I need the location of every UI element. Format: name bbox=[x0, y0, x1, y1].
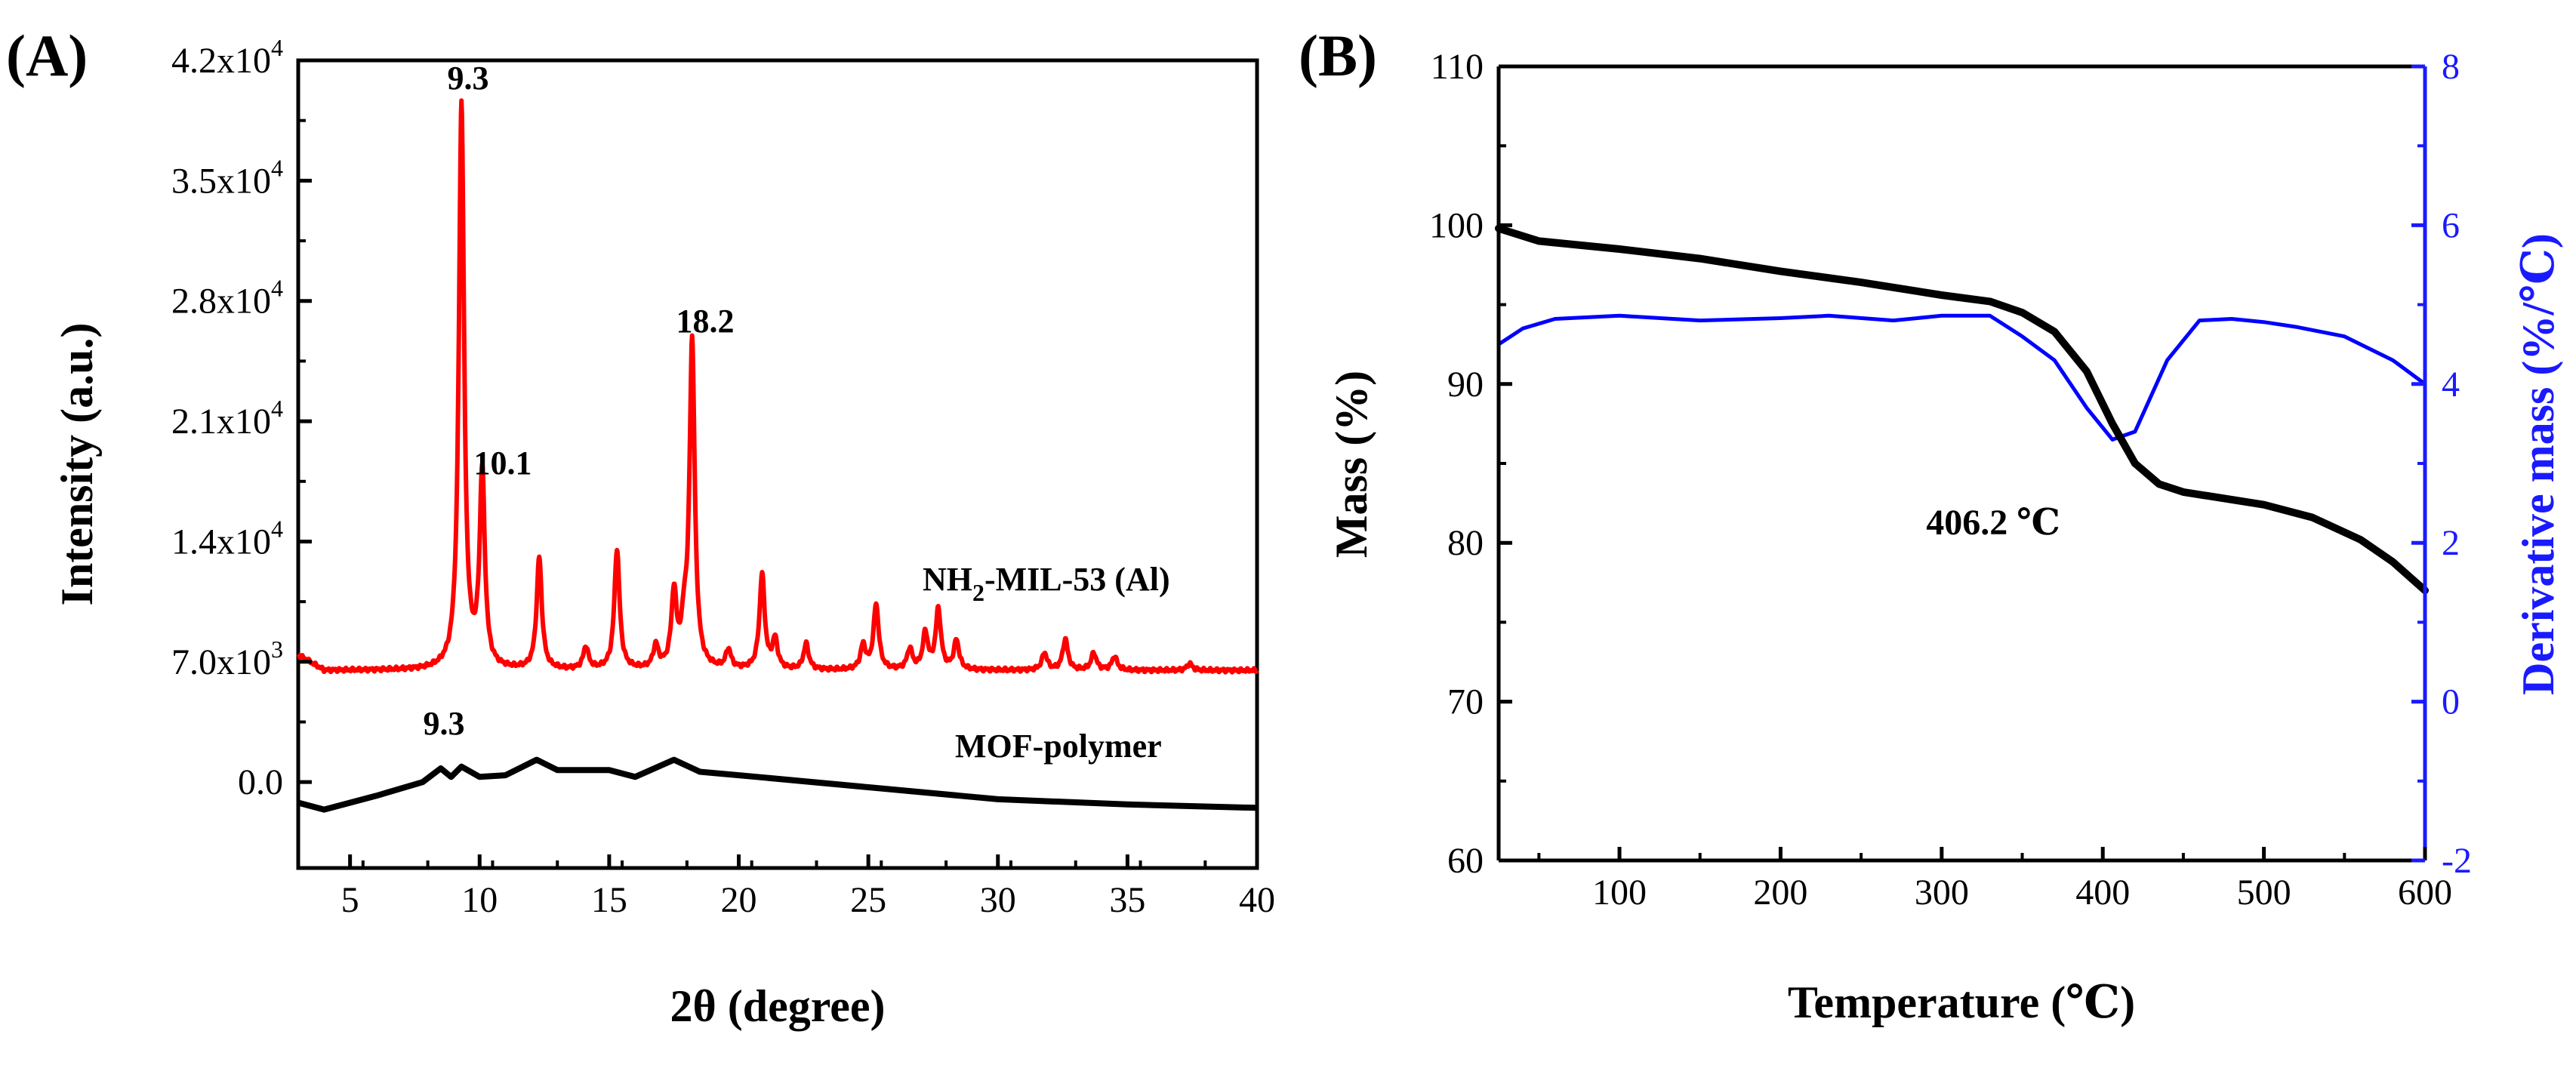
peak-label-18-2: 18.2 bbox=[676, 303, 735, 340]
series-line-nh2-mil-53 bbox=[296, 98, 1259, 675]
x-tick-label-a: 20 bbox=[721, 880, 757, 920]
x-tick-label-b: 300 bbox=[1915, 873, 1969, 913]
y-tick-label-a: 2.1x104 bbox=[171, 395, 283, 442]
y-right-tick-label-b: 0 bbox=[2442, 682, 2460, 722]
x-tick-label-a: 35 bbox=[1109, 880, 1145, 920]
y-tick-label-a: 0.0 bbox=[238, 762, 283, 802]
panel-a-frame bbox=[296, 58, 1259, 870]
y-right-axis-title-b: Derivative mass (%/℃) bbox=[2513, 233, 2563, 695]
series-line-mass bbox=[1495, 224, 2429, 595]
y-left-tick-label-b: 60 bbox=[1447, 841, 1484, 881]
series-label-nh2-sub: 2 bbox=[972, 579, 984, 606]
panel-b-label: (B) bbox=[1299, 23, 1377, 88]
y-axis-title-a: Intensity (a.u.) bbox=[52, 322, 102, 605]
y-left-tick-label-b: 100 bbox=[1429, 205, 1484, 245]
y-right-tick-label-b: 2 bbox=[2442, 523, 2460, 563]
x-tick-label-b: 200 bbox=[1753, 873, 1807, 913]
y-right-tick-label-b: 8 bbox=[2442, 47, 2460, 87]
x-tick-label-b: 500 bbox=[2237, 873, 2291, 913]
y-axis-ticks-a: 0.0 7.0x103 1.4x104 2.1x104 2.8x104 3.5x104 4.… bbox=[171, 34, 312, 802]
series-label-mof-polymer: MOF-polymer bbox=[955, 728, 1162, 765]
y-tick-label-a: 1.4x104 bbox=[171, 515, 283, 562]
peak-label-9-3: 9.3 bbox=[448, 60, 489, 97]
y-tick-label-a: 3.5x104 bbox=[171, 154, 283, 201]
peak-label-9-3-polymer: 9.3 bbox=[424, 705, 465, 742]
series-label-nh2-main: NH bbox=[923, 561, 972, 598]
y-right-axis-ticks-b: -2 0 2 4 6 8 bbox=[2411, 47, 2472, 881]
x-tick-label-b: 600 bbox=[2398, 873, 2452, 913]
y-tick-label-a: 4.2x104 bbox=[171, 34, 283, 81]
series-label-nh2-mil-53: NH2-MIL-53 (Al) bbox=[923, 561, 1170, 606]
x-tick-label-a: 25 bbox=[850, 880, 886, 920]
peak-label-10-1: 10.1 bbox=[474, 445, 532, 482]
y-right-tick-label-b: 4 bbox=[2442, 365, 2460, 405]
x-tick-label-a: 5 bbox=[341, 880, 359, 920]
series-label-nh2-rest: -MIL-53 (Al) bbox=[984, 561, 1170, 598]
x-tick-label-a: 40 bbox=[1239, 880, 1275, 920]
x-tick-label-b: 100 bbox=[1592, 873, 1647, 913]
series-line-derivative-mass bbox=[1497, 313, 2427, 442]
x-tick-label-a: 15 bbox=[591, 880, 627, 920]
x-tick-label-b: 400 bbox=[2075, 873, 2130, 913]
x-tick-label-a: 30 bbox=[980, 880, 1016, 920]
y-tick-label-a: 7.0x103 bbox=[171, 636, 283, 682]
x-axis-title-b: Temperature (℃) bbox=[1788, 977, 2135, 1027]
y-left-tick-label-b: 90 bbox=[1447, 365, 1484, 405]
y-left-tick-label-b: 70 bbox=[1447, 682, 1484, 722]
x-axis-ticks-a: 5 10 15 20 25 30 35 40 bbox=[297, 854, 1275, 920]
series-line-mof-polymer bbox=[297, 756, 1258, 813]
y-right-tick-label-b: -2 bbox=[2442, 841, 2472, 881]
x-axis-title-a: 2θ (degree) bbox=[670, 981, 885, 1031]
panel-a-label: (A) bbox=[6, 23, 88, 88]
y-tick-label-a: 2.8x104 bbox=[171, 275, 283, 322]
panel-a: (A) 5 10 15 20 25 30 35 40 0.0 7.0x103 1.4x104 2.1… bbox=[6, 23, 1275, 1031]
x-axis-ticks-b: 100 200 300 400 500 600 bbox=[1537, 847, 2452, 913]
y-left-tick-label-b: 80 bbox=[1447, 523, 1484, 563]
y-left-tick-label-b: 110 bbox=[1431, 47, 1484, 87]
y-left-axis-title-b: Mass (%) bbox=[1327, 371, 1376, 558]
annotation-406-2: 406.2 ℃ bbox=[1926, 503, 2060, 543]
x-tick-label-a: 10 bbox=[461, 880, 498, 920]
y-right-tick-label-b: 6 bbox=[2442, 205, 2460, 245]
y-left-axis-ticks-b: 60 70 80 90 100 110 bbox=[1429, 47, 1512, 881]
